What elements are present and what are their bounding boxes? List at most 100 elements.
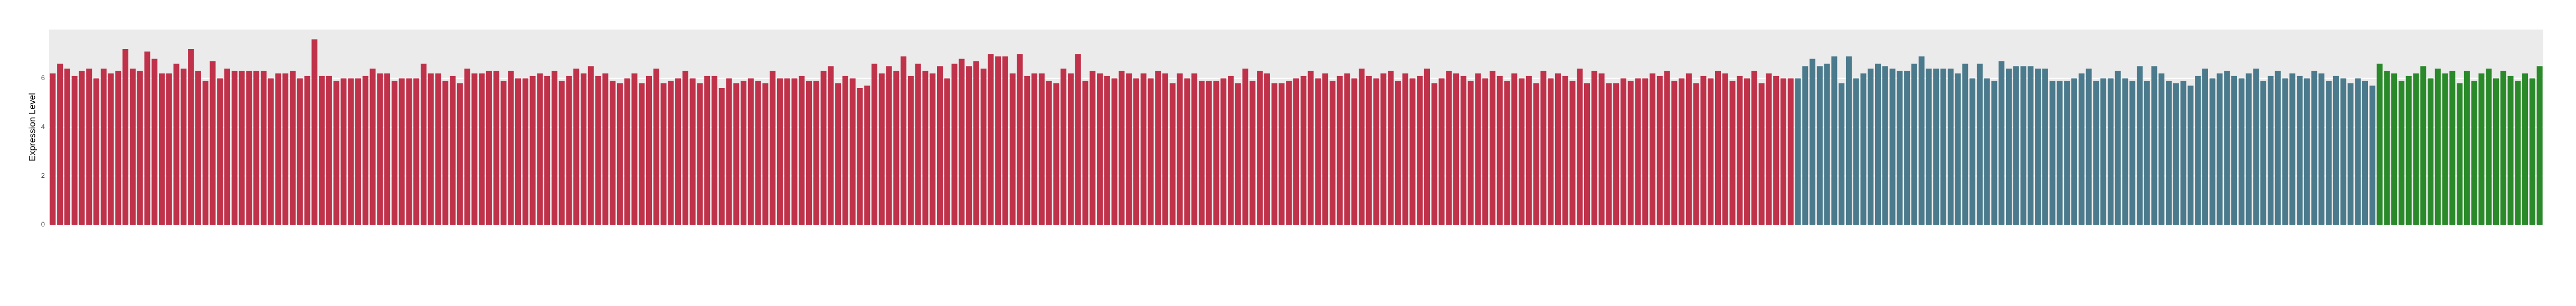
bar [311, 39, 318, 225]
bar [108, 73, 114, 225]
bar [1220, 78, 1227, 225]
bar [1453, 73, 1460, 225]
bar [1351, 78, 1358, 225]
bar [1649, 73, 1656, 225]
bar [1257, 71, 1263, 225]
bar [1082, 81, 1088, 225]
bar [2427, 78, 2433, 225]
bar [1708, 78, 1714, 225]
y-axis-label: Expression Level [27, 93, 37, 161]
bar [1009, 73, 1016, 225]
bar [1467, 81, 1474, 225]
bar [915, 63, 921, 225]
bar [901, 56, 907, 225]
bar [1133, 78, 1139, 225]
bar [2238, 78, 2244, 225]
bar [922, 71, 929, 225]
bar [653, 69, 659, 225]
bar [1438, 78, 1445, 225]
bar [864, 85, 870, 225]
bar [2217, 73, 2223, 225]
bar [959, 59, 965, 225]
bar [770, 71, 776, 225]
bar [246, 71, 252, 225]
bar [2078, 73, 2085, 225]
bar [2151, 66, 2157, 225]
bar [2042, 69, 2048, 225]
bar [1918, 56, 1925, 225]
bar [878, 73, 885, 225]
bar [624, 78, 630, 225]
bar [813, 81, 819, 225]
bar [1904, 71, 1910, 225]
bar [355, 78, 361, 225]
bar [493, 71, 499, 225]
bar [2420, 66, 2427, 225]
bar [268, 78, 274, 225]
bar [2478, 73, 2485, 225]
bar [522, 78, 528, 225]
bar [2107, 78, 2114, 225]
bar [2144, 81, 2150, 225]
bar [239, 71, 245, 225]
bar [980, 69, 987, 225]
bar [129, 69, 136, 225]
bar [275, 73, 281, 225]
bar [1489, 71, 1495, 225]
bar [486, 71, 492, 225]
bar [2086, 69, 2092, 225]
bar [1729, 81, 1736, 225]
bar [1562, 75, 1568, 225]
bar [282, 73, 289, 225]
bar [1933, 69, 1939, 225]
bar [1679, 78, 1685, 225]
bar [413, 78, 420, 225]
bar [2413, 73, 2419, 225]
bar [1278, 83, 1285, 225]
bar [1111, 78, 1117, 225]
bar [1169, 83, 1176, 225]
bar [479, 73, 485, 225]
bar [1526, 75, 1532, 225]
bar [1198, 81, 1205, 225]
bar [1446, 71, 1452, 225]
bar [828, 66, 834, 225]
bar [377, 73, 383, 225]
bar [1853, 78, 1859, 225]
bar [675, 78, 681, 225]
bar [144, 51, 150, 225]
bar [588, 66, 594, 225]
bar [1249, 81, 1256, 225]
bar [1417, 75, 1423, 225]
bar [1395, 81, 1401, 225]
bar [580, 73, 587, 225]
bar [1155, 71, 1161, 225]
bar [457, 83, 463, 225]
bar [2057, 81, 2063, 225]
bar [1584, 83, 1590, 225]
bar [217, 78, 223, 225]
bar [1577, 69, 1583, 225]
bar [2231, 75, 2238, 225]
bar [1293, 78, 1300, 225]
bar [907, 75, 914, 225]
bar [1620, 78, 1626, 225]
bar [2347, 83, 2354, 225]
bar [508, 71, 514, 225]
bar [2209, 78, 2215, 225]
bar [2507, 75, 2514, 225]
bar [2471, 81, 2477, 225]
bar [1656, 75, 1663, 225]
bar [1519, 78, 1525, 225]
bar [2384, 71, 2390, 225]
bar [2391, 73, 2398, 225]
bar [1191, 73, 1198, 225]
bar [1286, 81, 1292, 225]
bar [2289, 73, 2296, 225]
bar [1148, 78, 1154, 225]
bar [951, 63, 958, 225]
bar [1795, 78, 1801, 225]
bar [1308, 71, 1314, 225]
bar [2355, 78, 2361, 225]
bar [1213, 81, 1219, 225]
